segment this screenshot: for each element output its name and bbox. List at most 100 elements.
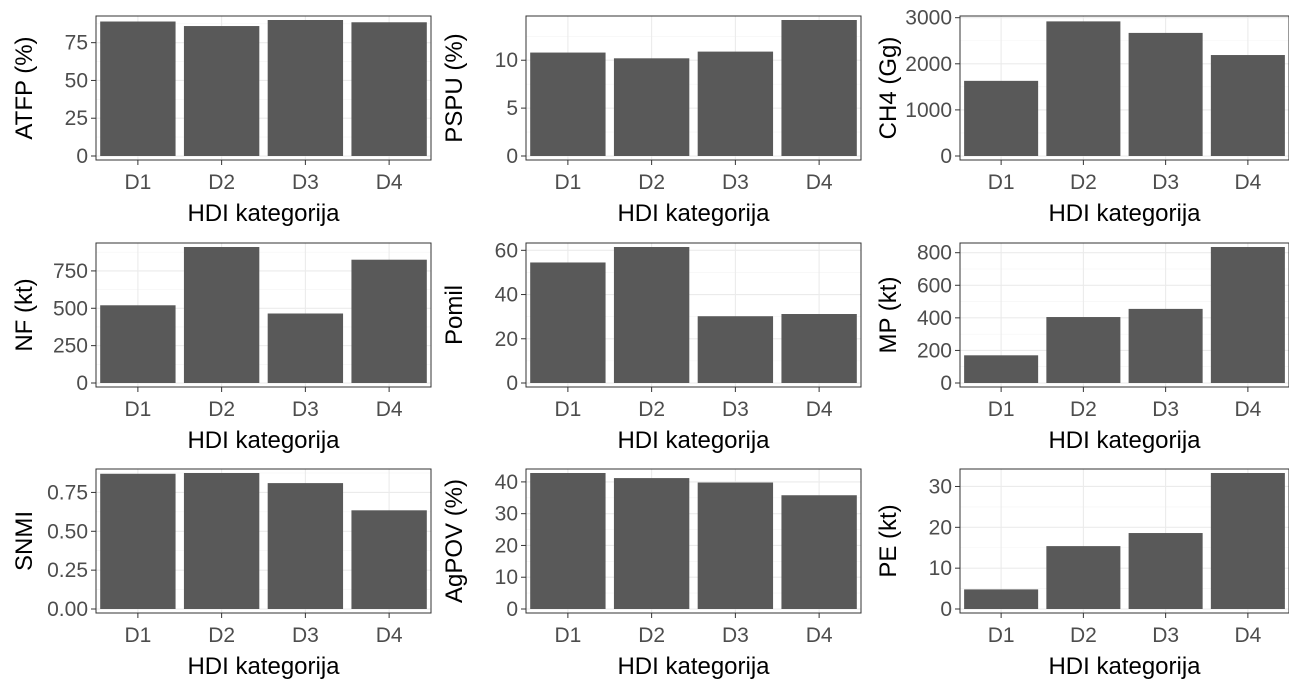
bar-d1: [530, 262, 606, 383]
y-tick-label-20: 20: [929, 516, 952, 539]
bar-d2: [183, 247, 260, 383]
y-tick-label-30: 30: [929, 475, 952, 498]
bar-d3: [697, 51, 774, 156]
x-tick-label-d2: D2: [208, 624, 235, 647]
y-axis-title: AgPOV (%): [441, 479, 468, 603]
panel-border: [525, 468, 862, 614]
y-axis-title: CH4 (Gg): [875, 37, 902, 140]
panel-border: [959, 15, 1289, 161]
bar-d1: [530, 473, 606, 609]
bar-d4: [781, 314, 857, 383]
x-tick-label-d4: D4: [1234, 398, 1261, 421]
y-axis-title: NF (kt): [11, 278, 38, 351]
x-tick-label-d1: D1: [554, 624, 581, 647]
bar-d2: [613, 247, 690, 383]
y-tick-label-20: 20: [495, 328, 518, 351]
y-tick-label-250: 250: [53, 335, 88, 358]
x-tick-label-d4: D4: [376, 171, 403, 194]
bar-d2: [1046, 546, 1121, 609]
y-tick-label-20: 20: [495, 534, 518, 557]
panel-6: 0 200 400 600 800 D1 D2 D3 D4 HDI kategorija MP (k…: [875, 242, 1289, 454]
panel-border: [959, 242, 1289, 388]
panel-9: 0 10 20 30 D1 D2 D3 D4 HDI kategorija PE (kt): [875, 468, 1289, 680]
bar-d4: [1210, 247, 1285, 383]
bar-d2: [613, 478, 690, 609]
x-tick-label-d3: D3: [292, 624, 319, 647]
x-axis-title: HDI kategorija: [1048, 200, 1201, 227]
x-tick-label-d4: D4: [806, 398, 833, 421]
bar-d4: [1210, 473, 1285, 609]
bar-d3: [267, 313, 344, 383]
y-tick-label-0: 0: [76, 372, 88, 395]
x-tick-label-d3: D3: [722, 398, 749, 421]
bar-d3: [697, 316, 774, 383]
panel-border: [95, 468, 432, 614]
bar-d3: [697, 482, 774, 609]
y-axis-title: PSPU (%): [441, 33, 468, 142]
x-tick-label-d2: D2: [638, 398, 665, 421]
y-tick-label-40: 40: [495, 471, 518, 494]
panel-border: [525, 242, 862, 388]
y-tick-label-800: 800: [917, 242, 952, 265]
bar-d1: [964, 589, 1039, 609]
x-tick-label-d3: D3: [1152, 624, 1179, 647]
y-tick-label-40: 40: [495, 284, 518, 307]
y-tick-label-500: 500: [53, 297, 88, 320]
x-tick-label-d3: D3: [1152, 398, 1179, 421]
x-tick-label-d4: D4: [806, 171, 833, 194]
y-tick-label-2000: 2000: [905, 53, 952, 76]
y-tick-label-50: 50: [65, 69, 88, 92]
x-tick-label-d2: D2: [1070, 171, 1097, 194]
x-tick-label-d1: D1: [988, 624, 1015, 647]
x-tick-label-d3: D3: [292, 398, 319, 421]
panel-4: 0 250 500 750 D1 D2 D3 D4 HDI kategorija NF (kt): [11, 242, 432, 454]
bar-d2: [613, 58, 690, 156]
panel-border: [525, 15, 862, 161]
bar-d1: [530, 52, 606, 156]
y-tick-label-1000: 1000: [905, 99, 952, 122]
y-tick-label-0: 0: [940, 598, 952, 621]
y-tick-label-3000: 3000: [905, 7, 952, 30]
x-tick-label-d4: D4: [1234, 624, 1261, 647]
panel-3: 0 1000 2000 3000 D1 D2 D3 D4 HDI kategorija CH4 (…: [875, 7, 1289, 227]
bar-d3: [267, 20, 344, 156]
bar-d4: [781, 20, 857, 156]
bar-d4: [351, 510, 427, 609]
bar-d2: [183, 473, 260, 609]
y-axis-title: ATFP (%): [11, 36, 38, 139]
x-tick-label-d1: D1: [554, 171, 581, 194]
bar-d2: [183, 26, 260, 156]
x-tick-label-d1: D1: [124, 398, 151, 421]
x-tick-label-d4: D4: [376, 398, 403, 421]
bar-d4: [781, 495, 857, 609]
x-tick-label-d3: D3: [292, 171, 319, 194]
y-tick-label-75: 75: [65, 32, 88, 55]
y-tick-label-10: 10: [929, 557, 952, 580]
y-tick-label-0: 0: [506, 598, 518, 621]
bar-d2: [1046, 21, 1121, 156]
bar-d2: [1046, 317, 1121, 383]
panel-8: 0 10 20 30 40 D1 D2 D3 D4 HDI kategorija AgPOV (%): [441, 468, 862, 680]
x-tick-label-d2: D2: [1070, 624, 1097, 647]
y-axis-title: MP (kt): [875, 277, 902, 354]
y-tick-label-0-25: 0.25: [47, 559, 88, 582]
y-axis-title: PE (kt): [875, 504, 902, 577]
bar-d4: [351, 259, 427, 383]
y-tick-label-30: 30: [495, 503, 518, 526]
x-tick-label-d3: D3: [722, 624, 749, 647]
panel-border: [95, 242, 432, 388]
x-tick-label-d3: D3: [1152, 171, 1179, 194]
bar-d1: [964, 80, 1039, 156]
bar-d3: [1128, 308, 1203, 383]
y-tick-label-200: 200: [917, 339, 952, 362]
y-tick-label-0: 0: [76, 145, 88, 168]
x-tick-label-d4: D4: [376, 624, 403, 647]
x-tick-label-d1: D1: [988, 398, 1015, 421]
panel-2: 0 5 10 D1 D2 D3 D4 HDI kategorija PSPU (%): [441, 15, 862, 227]
y-tick-label-400: 400: [917, 307, 952, 330]
y-tick-label-0: 0.00: [47, 598, 88, 621]
x-axis-title: HDI kategorija: [617, 653, 770, 680]
bar-d1: [100, 305, 176, 383]
x-axis-title: HDI kategorija: [617, 200, 770, 227]
